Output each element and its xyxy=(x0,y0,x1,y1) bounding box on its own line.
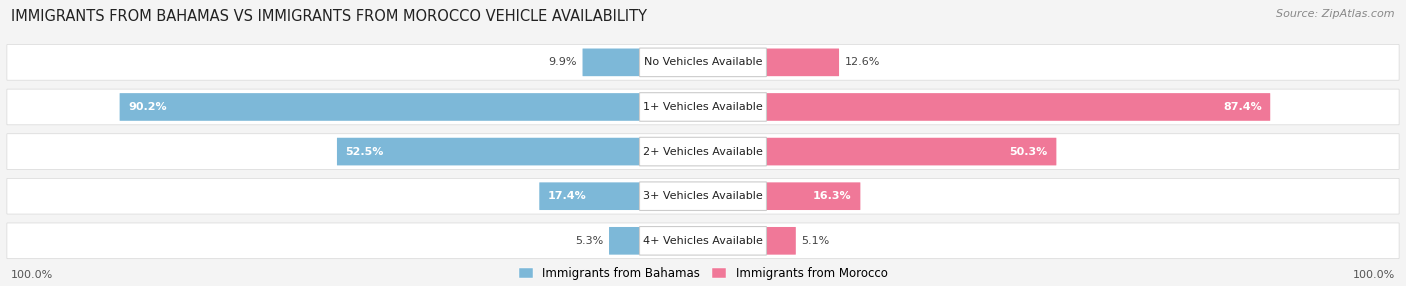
FancyBboxPatch shape xyxy=(640,48,766,77)
Text: 100.0%: 100.0% xyxy=(11,270,53,279)
Text: 2+ Vehicles Available: 2+ Vehicles Available xyxy=(643,147,763,156)
FancyBboxPatch shape xyxy=(766,227,796,255)
Text: 9.9%: 9.9% xyxy=(548,57,576,67)
FancyBboxPatch shape xyxy=(640,182,766,210)
Text: Source: ZipAtlas.com: Source: ZipAtlas.com xyxy=(1277,9,1395,19)
Legend: Immigrants from Bahamas, Immigrants from Morocco: Immigrants from Bahamas, Immigrants from… xyxy=(519,267,887,280)
Text: 12.6%: 12.6% xyxy=(845,57,880,67)
FancyBboxPatch shape xyxy=(582,49,640,76)
FancyBboxPatch shape xyxy=(7,134,1399,169)
FancyBboxPatch shape xyxy=(120,93,640,121)
FancyBboxPatch shape xyxy=(640,93,766,121)
FancyBboxPatch shape xyxy=(337,138,640,165)
FancyBboxPatch shape xyxy=(640,227,766,255)
FancyBboxPatch shape xyxy=(7,45,1399,80)
FancyBboxPatch shape xyxy=(7,178,1399,214)
Text: No Vehicles Available: No Vehicles Available xyxy=(644,57,762,67)
Text: 5.1%: 5.1% xyxy=(801,236,830,246)
Text: 3+ Vehicles Available: 3+ Vehicles Available xyxy=(643,191,763,201)
FancyBboxPatch shape xyxy=(609,227,640,255)
FancyBboxPatch shape xyxy=(7,223,1399,259)
Text: 16.3%: 16.3% xyxy=(813,191,852,201)
FancyBboxPatch shape xyxy=(7,89,1399,125)
Text: 1+ Vehicles Available: 1+ Vehicles Available xyxy=(643,102,763,112)
FancyBboxPatch shape xyxy=(640,137,766,166)
Text: 4+ Vehicles Available: 4+ Vehicles Available xyxy=(643,236,763,246)
Text: 87.4%: 87.4% xyxy=(1223,102,1261,112)
FancyBboxPatch shape xyxy=(540,182,640,210)
FancyBboxPatch shape xyxy=(766,93,1270,121)
Text: 100.0%: 100.0% xyxy=(1353,270,1395,279)
FancyBboxPatch shape xyxy=(766,138,1056,165)
Text: IMMIGRANTS FROM BAHAMAS VS IMMIGRANTS FROM MOROCCO VEHICLE AVAILABILITY: IMMIGRANTS FROM BAHAMAS VS IMMIGRANTS FR… xyxy=(11,9,647,23)
Text: 52.5%: 52.5% xyxy=(346,147,384,156)
FancyBboxPatch shape xyxy=(766,49,839,76)
Text: 50.3%: 50.3% xyxy=(1010,147,1047,156)
Text: 90.2%: 90.2% xyxy=(128,102,167,112)
Text: 17.4%: 17.4% xyxy=(548,191,586,201)
Text: 5.3%: 5.3% xyxy=(575,236,603,246)
FancyBboxPatch shape xyxy=(766,182,860,210)
